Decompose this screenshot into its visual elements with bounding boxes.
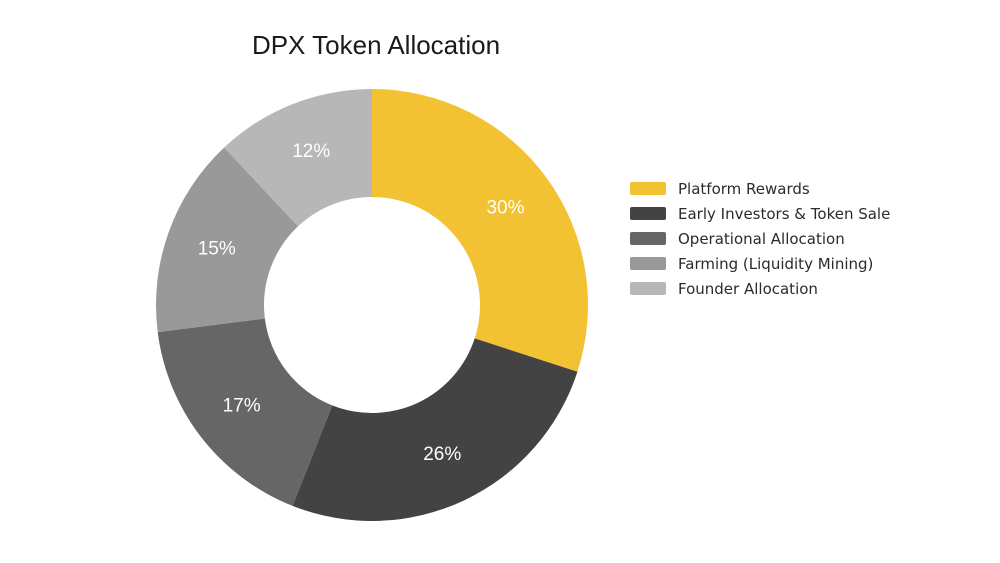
legend: Platform Rewards Early Investors & Token … — [630, 180, 890, 298]
legend-swatch — [630, 282, 666, 295]
legend-swatch — [630, 257, 666, 270]
legend-item-founder-allocation: Founder Allocation — [630, 280, 818, 298]
legend-label: Platform Rewards — [678, 180, 810, 198]
legend-item-early-investors-token-sale: Early Investors & Token Sale — [630, 205, 890, 223]
slice-farming-liquidity-mining — [156, 147, 299, 333]
slice-labels: 30% 26% 17% 15% 12% — [198, 141, 525, 465]
slice-label-farming-liquidity-mining: 15% — [198, 239, 236, 260]
slice-early-investors-token-sale — [292, 338, 578, 521]
donut-slices — [156, 89, 588, 521]
legend-label: Farming (Liquidity Mining) — [678, 255, 873, 273]
legend-label: Founder Allocation — [678, 280, 818, 298]
legend-item-platform-rewards: Platform Rewards — [630, 180, 810, 198]
slice-platform-rewards — [372, 89, 588, 372]
legend-label: Early Investors & Token Sale — [678, 205, 890, 223]
legend-item-operational-allocation: Operational Allocation — [630, 230, 845, 248]
slice-label-founder-allocation: 12% — [292, 141, 330, 162]
slice-label-platform-rewards: 30% — [486, 198, 524, 219]
legend-item-farming-liquidity-mining: Farming (Liquidity Mining) — [630, 255, 873, 273]
legend-swatch — [630, 207, 666, 220]
legend-label: Operational Allocation — [678, 230, 845, 248]
legend-swatch — [630, 182, 666, 195]
slice-operational-allocation — [157, 318, 333, 506]
legend-swatch — [630, 232, 666, 245]
chart-title: DPX Token Allocation — [252, 30, 500, 60]
slice-label-operational-allocation: 17% — [223, 396, 261, 417]
slice-founder-allocation — [224, 89, 372, 227]
slice-label-early-investors-token-sale: 26% — [423, 444, 461, 465]
